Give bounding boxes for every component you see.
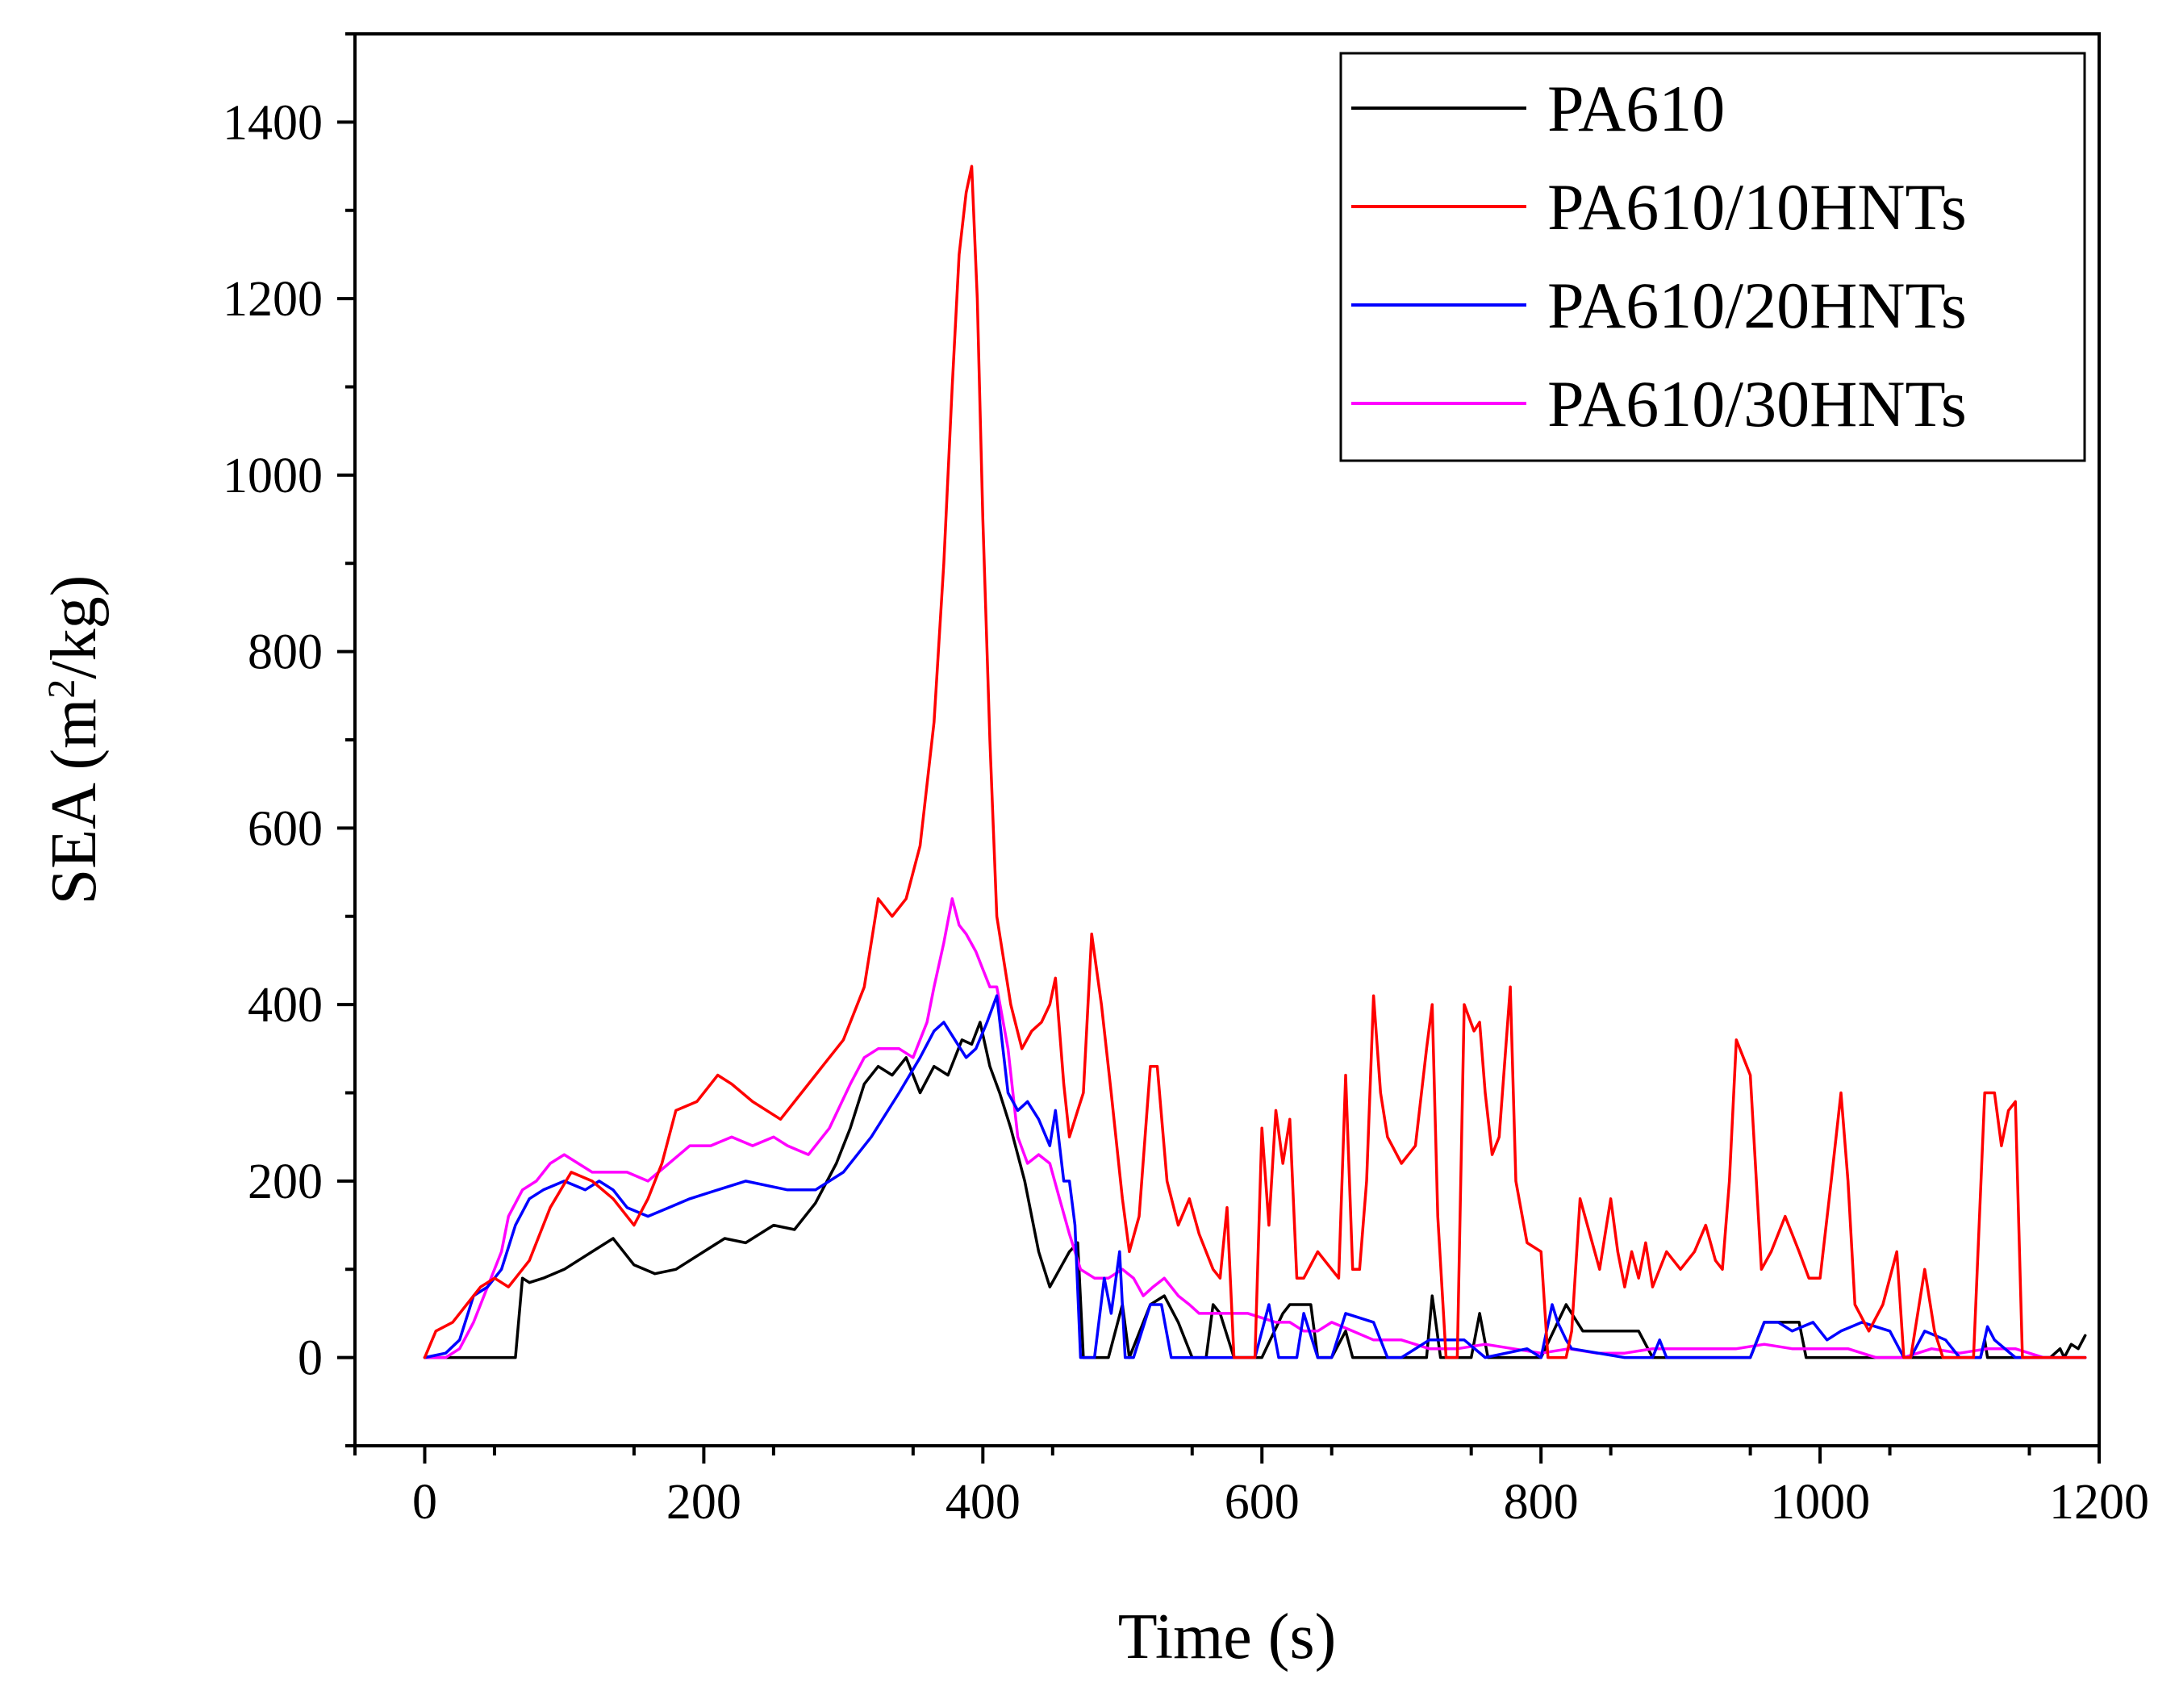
series-line-pa610-10hnts — [423, 165, 2087, 1359]
x-tick-label: 600 — [1225, 1475, 1300, 1530]
x-tick-label: 400 — [945, 1475, 1021, 1530]
x-tick-label: 1200 — [2049, 1475, 2149, 1530]
x-tick-label: 800 — [1504, 1475, 1579, 1530]
legend-items: PA610 PA610/10HNTs PA610/20HNTs PA610/30HNT… — [1351, 72, 1967, 441]
legend-label: PA610 — [1547, 72, 1725, 145]
legend-label: PA610/30HNTs — [1547, 367, 1967, 441]
series-line-pa610 — [423, 1021, 2087, 1359]
legend-box — [1339, 52, 2086, 462]
legend: PA610 PA610/10HNTs PA610/20HNTs PA610/30HNT… — [1339, 52, 2086, 462]
y-tick-label: 200 — [248, 1155, 323, 1209]
y-axis-title-main: SEA (m — [39, 699, 110, 905]
x-tick-label: 1000 — [1770, 1475, 1870, 1530]
x-tick-label: 200 — [666, 1475, 741, 1530]
y-tick-label: 1000 — [223, 449, 323, 503]
y-tick-label: 600 — [248, 801, 323, 856]
y-axis-title-sup: 2 — [40, 679, 83, 699]
svg-text:SEA (m2/kg): SEA (m2/kg) — [39, 575, 110, 904]
y-tick-label: 1400 — [223, 95, 323, 150]
y-tick-label: 800 — [248, 625, 323, 680]
series-line-pa610-30hnts — [423, 897, 2087, 1359]
x-axis-title: Time (s) — [1118, 1602, 1336, 1673]
x-tick-label: 0 — [412, 1475, 437, 1530]
y-tick-label: 0 — [298, 1331, 323, 1386]
y-axis: 0 200 400 600 800 1000 1200 1400 — [223, 32, 355, 1447]
legend-label: PA610/10HNTs — [1547, 170, 1967, 244]
x-axis: 0 200 400 600 800 1000 1200 — [353, 1446, 2149, 1530]
y-axis-title: SEA (m2/kg) — [39, 575, 110, 904]
series-line-pa610-20hnts — [423, 994, 2087, 1359]
legend-label: PA610/20HNTs — [1547, 269, 1967, 342]
y-tick-label: 400 — [248, 978, 323, 1033]
y-axis-title-tail: /kg) — [39, 575, 110, 679]
series-layer — [423, 165, 2087, 1359]
y-tick-label: 1200 — [223, 272, 323, 327]
